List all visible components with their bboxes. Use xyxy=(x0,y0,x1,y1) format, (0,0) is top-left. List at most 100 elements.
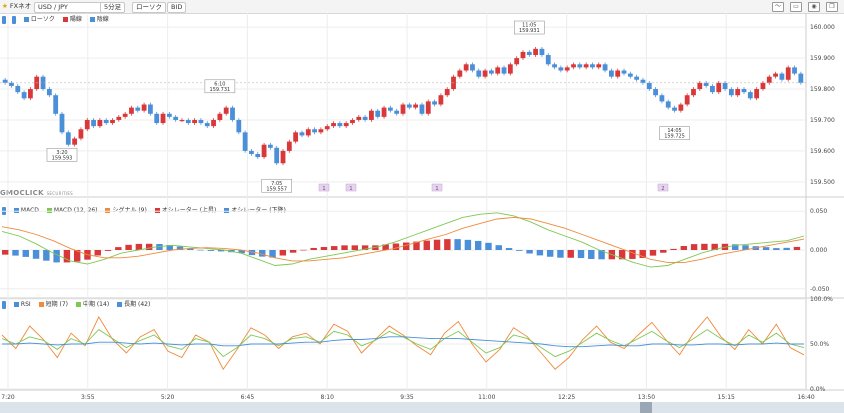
rsi-y-tick-label: 0.0% xyxy=(810,386,826,393)
y-tick-label: 159.800 xyxy=(810,86,835,93)
settings-badge[interactable]: ​ xyxy=(2,16,6,24)
candle xyxy=(476,70,482,77)
oscillator-bar xyxy=(207,250,215,251)
candle xyxy=(84,119,90,130)
candle xyxy=(602,64,608,71)
info-badge[interactable]: ​ xyxy=(12,16,16,24)
event-marker-box xyxy=(345,183,357,192)
macd-y-tick-label: 0.000 xyxy=(810,247,827,254)
candle xyxy=(470,64,475,71)
rsi-badge[interactable]: ​ xyxy=(2,301,6,309)
x-tick-label: 5:20 xyxy=(161,394,175,401)
main-legend: ​ ​ ローソク 陽線 陰線 xyxy=(2,16,115,24)
candle xyxy=(552,64,557,68)
oscillator-bar xyxy=(639,250,646,259)
candle xyxy=(406,104,412,108)
rsi-legend-icon xyxy=(13,302,19,307)
oscillator-bar xyxy=(361,245,369,250)
oscillator-bar xyxy=(690,244,698,250)
candle xyxy=(722,82,728,90)
oscillator-bar xyxy=(670,248,677,250)
pair-select[interactable]: USD / JPY xyxy=(34,2,102,13)
macd-y-tick-label: -0.050 xyxy=(810,286,830,293)
candle xyxy=(192,119,198,124)
candle xyxy=(204,123,210,127)
candle xyxy=(779,73,785,80)
oscillator-bar xyxy=(567,250,574,258)
oscillator-bar xyxy=(104,250,112,251)
oscillator-bar xyxy=(505,248,513,250)
candle xyxy=(583,64,589,68)
oscillator-bar xyxy=(392,243,400,250)
copy-icon[interactable]: ❐ xyxy=(826,2,838,12)
camera-icon[interactable]: ◉ xyxy=(808,2,820,12)
oscillator-bar xyxy=(63,250,71,263)
candle xyxy=(185,119,191,124)
candle xyxy=(766,76,772,83)
candle xyxy=(489,70,494,74)
broker-logo: GMOCLICK SECURITIES xyxy=(0,189,74,197)
candle xyxy=(318,129,324,133)
annotation-price: 159.557 xyxy=(266,186,287,192)
candle xyxy=(627,73,633,77)
candle xyxy=(785,67,791,80)
candle xyxy=(242,132,248,151)
candle xyxy=(798,73,804,83)
annotation-price: 159.931 xyxy=(519,28,540,34)
candle xyxy=(59,113,65,133)
candle xyxy=(280,150,286,164)
annotation-box xyxy=(513,20,545,35)
oscillator-bar xyxy=(2,250,9,255)
rsi-legend: ​ RSI 短期 (7) 中期 (14) 長期 (42) xyxy=(2,301,156,309)
oscillator-bar xyxy=(43,250,50,261)
annotation-time: 11:05 xyxy=(522,23,536,29)
oscillator-bar xyxy=(12,250,19,256)
candle xyxy=(331,123,336,127)
candle xyxy=(160,113,166,124)
candle xyxy=(267,144,273,148)
oscillator-bar xyxy=(742,245,749,250)
candle xyxy=(97,119,103,127)
app-name: FXネオ xyxy=(9,2,32,10)
oscillator-bar xyxy=(680,246,688,250)
candle xyxy=(482,70,488,77)
candle xyxy=(286,141,292,151)
candle xyxy=(400,104,406,114)
interval-select[interactable]: 5分足 xyxy=(100,2,126,13)
oscillator-bar xyxy=(197,249,204,251)
oscillator-bar xyxy=(156,244,163,250)
osc-up-legend-icon xyxy=(154,208,160,213)
candle xyxy=(533,48,539,56)
candle xyxy=(564,67,570,71)
candle xyxy=(148,104,153,114)
star-icon[interactable]: ★ xyxy=(2,2,8,10)
timeline-scrollbar xyxy=(0,402,844,413)
price-side-select[interactable]: BID xyxy=(167,2,187,13)
candle xyxy=(110,119,115,124)
candle xyxy=(255,153,261,158)
oscillator-bar xyxy=(711,243,718,250)
oscillator-bar xyxy=(536,250,544,256)
candle xyxy=(539,48,545,56)
oscillator-bar xyxy=(618,250,626,260)
chart-canvas[interactable]: 3:20159.5936:10159.7317:05159.55711:0515… xyxy=(0,13,844,413)
oscillator-bar xyxy=(516,250,523,251)
y-tick-label: 159.900 xyxy=(810,55,835,62)
candle xyxy=(166,113,172,117)
chart-window-icon[interactable]: ▭ xyxy=(790,2,802,12)
drawing-tool-icon[interactable]: ～ xyxy=(772,2,784,12)
candle xyxy=(9,82,14,86)
candle xyxy=(28,89,33,99)
annotation-time: 14:05 xyxy=(667,128,681,134)
candle xyxy=(343,123,349,127)
candle xyxy=(577,64,583,68)
chart-kind-select[interactable]: ローソク xyxy=(132,2,166,13)
candle xyxy=(198,119,204,124)
candle xyxy=(545,55,551,65)
y-tick-label: 160.000 xyxy=(810,24,835,31)
candle xyxy=(684,95,690,105)
candle xyxy=(678,104,684,111)
annotation-price: 159.731 xyxy=(210,87,231,93)
candle xyxy=(703,82,709,86)
